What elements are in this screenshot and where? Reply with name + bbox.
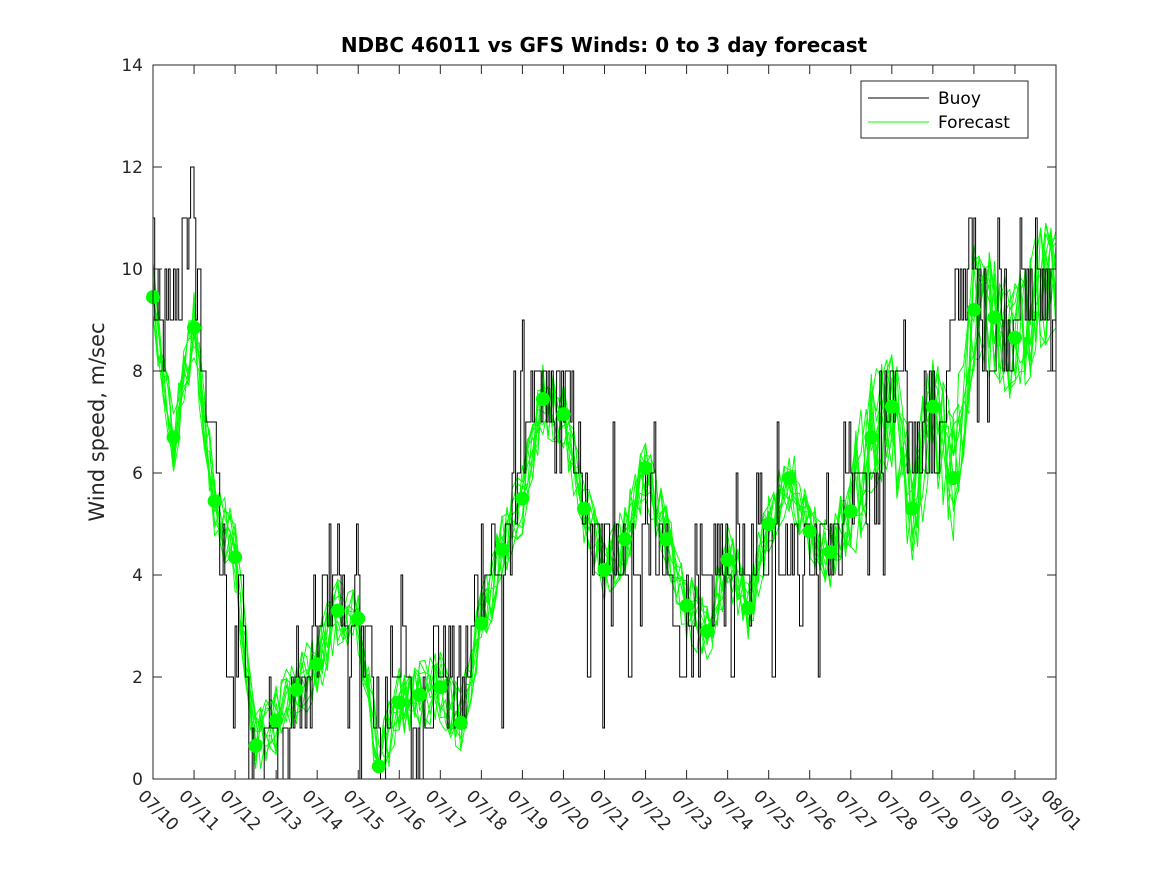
legend-box: [860, 80, 1029, 139]
x-tick-label: 07/16: [380, 786, 429, 835]
y-tick-label: 12: [121, 158, 143, 178]
x-tick-label: 07/13: [257, 786, 306, 835]
legend-label-forecast: Forecast: [938, 113, 1010, 133]
y-axis-label: Wind speed, m/sec: [85, 322, 109, 521]
x-tick-label: 07/12: [216, 786, 265, 835]
forecast-marker: [412, 687, 427, 702]
y-tick-label: 8: [132, 362, 143, 382]
y-tick-label: 0: [132, 770, 143, 790]
forecast-marker: [371, 759, 386, 774]
forecast-marker: [884, 399, 899, 414]
forecast-marker: [1008, 330, 1022, 345]
forecast-marker: [946, 471, 961, 486]
x-tick-label: 07/24: [708, 786, 757, 835]
forecast-marker: [166, 430, 181, 445]
x-tick-label: 07/25: [749, 786, 798, 835]
chart-title: NDBC 46011 vs GFS Winds: 0 to 3 day fore…: [341, 33, 868, 57]
forecast-marker: [228, 550, 243, 565]
y-tick-label: 4: [132, 566, 143, 586]
x-tick-label: 07/26: [790, 786, 839, 835]
forecast-marker: [823, 545, 838, 559]
x-tick-label: 07/23: [667, 786, 716, 835]
legend-label-buoy: Buoy: [938, 89, 981, 109]
forecast-marker: [782, 471, 797, 486]
y-tick-label: 14: [121, 56, 143, 76]
x-tick-label: 07/18: [462, 786, 511, 835]
y-tick-label: 10: [121, 260, 143, 280]
x-tick-label: 07/21: [585, 786, 634, 835]
forecast-markers: [146, 290, 1022, 774]
y-axis: 0 2 4 6 8 10 12 14: [121, 56, 1056, 790]
x-tick-label: 07/30: [954, 786, 1003, 835]
buoy-series: [153, 166, 1057, 780]
forecast-marker: [187, 320, 201, 335]
x-tick-label: 07/14: [298, 786, 347, 835]
forecast-marker: [433, 680, 448, 695]
forecast-marker: [289, 682, 304, 697]
y-tick-label: 2: [132, 668, 143, 688]
forecast-marker: [453, 715, 468, 730]
forecast-marker: [494, 542, 509, 557]
forecast-marker: [515, 491, 530, 506]
forecast-marker: [330, 603, 345, 618]
forecast-marker: [535, 392, 550, 407]
forecast-marker: [618, 532, 632, 547]
forecast-marker: [864, 430, 879, 445]
forecast-marker: [761, 517, 776, 531]
forecast-marker: [310, 657, 325, 672]
x-tick-label: 08/01: [1036, 786, 1085, 835]
x-tick-label: 07/11: [175, 786, 224, 835]
x-tick-label: 07/22: [626, 786, 675, 835]
forecast-marker: [351, 611, 366, 626]
x-tick-label: 07/15: [339, 786, 388, 835]
buoy-line: [153, 166, 1057, 780]
forecast-marker: [987, 310, 1002, 325]
forecast-marker: [392, 695, 407, 710]
x-tick-label: 07/19: [503, 786, 552, 835]
x-tick-label: 07/10: [133, 786, 182, 835]
forecast-marker: [843, 504, 858, 519]
x-tick-label: 07/29: [913, 786, 962, 835]
x-tick-label: 07/28: [872, 786, 921, 835]
y-tick-label: 6: [132, 464, 143, 484]
forecast-marker: [741, 601, 756, 616]
x-tick-label: 07/27: [831, 786, 880, 835]
forecast-marker: [269, 713, 284, 728]
forecast-marker: [966, 302, 981, 317]
forecast-marker: [248, 738, 263, 753]
forecast-marker: [720, 552, 735, 567]
forecast-marker: [597, 562, 612, 577]
x-tick-label: 07/31: [995, 786, 1044, 835]
forecast-marker: [556, 407, 571, 422]
legend: Buoy Forecast: [860, 80, 1029, 139]
forecast-marker: [905, 501, 920, 516]
forecast-marker: [802, 524, 817, 539]
forecast-marker: [679, 598, 694, 613]
x-tick-label: 07/20: [544, 786, 593, 835]
forecast-marker: [207, 494, 222, 509]
forecast-marker: [577, 501, 591, 516]
forecast-marker: [700, 624, 715, 639]
forecast-marker: [659, 532, 674, 547]
forecast-marker: [638, 460, 653, 475]
forecast-marker: [925, 399, 940, 414]
x-tick-label: 07/17: [421, 786, 470, 835]
forecast-marker: [474, 616, 489, 631]
